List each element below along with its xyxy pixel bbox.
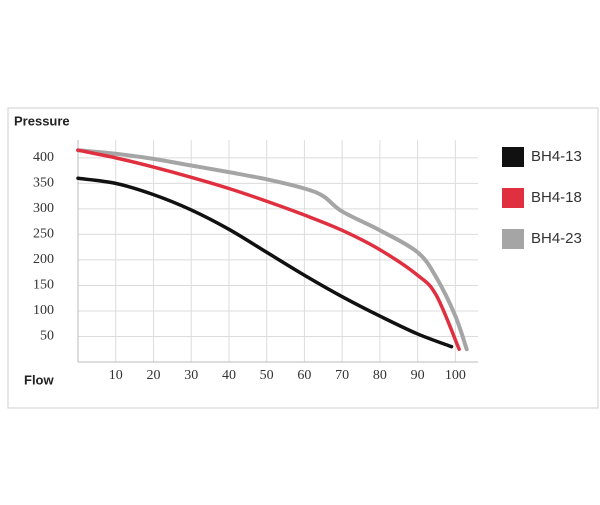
legend-label: BH4-18 — [531, 189, 582, 206]
y-tick-label: 400 — [33, 150, 54, 165]
x-tick-label: 30 — [184, 368, 198, 383]
legend-label: BH4-13 — [531, 148, 582, 165]
x-tick-label: 80 — [373, 368, 387, 383]
x-tick-label: 100 — [445, 368, 466, 383]
y-tick-label: 350 — [33, 176, 54, 191]
y-tick-label: 300 — [33, 201, 54, 216]
x-tick-label: 20 — [146, 368, 160, 383]
y-axis-label: Pressure — [14, 113, 70, 128]
y-tick-label: 250 — [33, 227, 54, 242]
x-tick-label: 40 — [222, 368, 236, 383]
legend-label: BH4-23 — [531, 230, 582, 247]
x-tick-label: 10 — [109, 368, 123, 383]
frame — [7, 107, 599, 409]
y-tick-label: 200 — [33, 252, 54, 267]
x-axis-label: Flow — [24, 372, 54, 387]
series-line — [76, 176, 454, 349]
x-tick-label: 70 — [335, 368, 349, 383]
series-line — [76, 148, 469, 352]
y-tick-label: 150 — [33, 278, 54, 293]
x-tick-label: 90 — [411, 368, 425, 383]
legend-swatch — [502, 188, 524, 208]
legend-swatch — [502, 229, 524, 249]
x-tick-label: 60 — [297, 368, 311, 383]
series-line — [76, 148, 461, 351]
x-tick-label: 50 — [260, 368, 274, 383]
y-tick-label: 100 — [33, 303, 54, 318]
y-tick-label: 50 — [40, 329, 54, 344]
legend-swatch — [502, 147, 524, 167]
